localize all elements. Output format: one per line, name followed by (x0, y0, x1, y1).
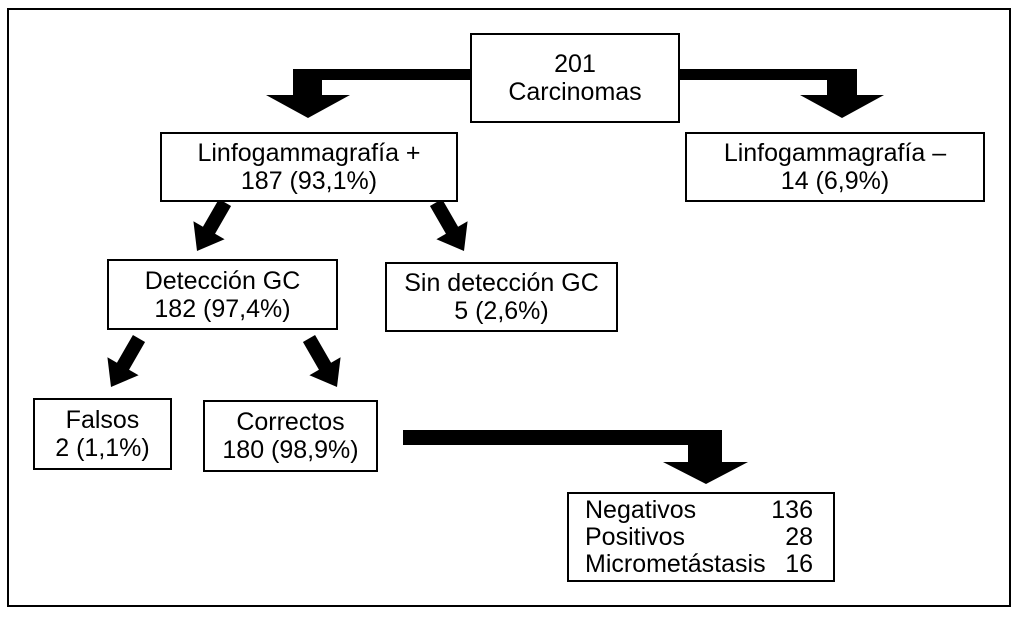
result-negativos-value: 136 (771, 496, 813, 524)
table-row: Micrometástasis 16 (585, 551, 813, 578)
node-correctos-count: 180 (98,9%) (222, 436, 359, 464)
arrow-carcinomas-to-linfo-pos-icon (266, 69, 470, 118)
node-linfo-pos-label: Linfogammagrafía + (197, 139, 421, 167)
arrow-linfo-pos-to-sin-deteccion-icon (429, 199, 468, 251)
result-micrometastasis-label: Micrometástasis (585, 550, 766, 578)
node-carcinomas-label: Carcinomas (508, 78, 642, 106)
result-micrometastasis-value: 16 (785, 550, 813, 578)
node-falsos-count: 2 (1,1%) (55, 434, 150, 462)
node-resultados-table: Negativos 136 Positivos 28 Micrometástas… (567, 492, 835, 582)
node-deteccion-gc: Detección GC 182 (97,4%) (107, 259, 338, 330)
node-sin-deteccion-label: Sin detección GC (404, 269, 599, 297)
node-deteccion-label: Detección GC (144, 266, 301, 295)
result-positivos-label: Positivos (585, 523, 686, 551)
result-negativos-label: Negativos (585, 496, 697, 524)
node-linfo-neg-label: Linfogammagrafía – (723, 139, 947, 167)
arrow-deteccion-to-correctos-icon (302, 335, 341, 387)
result-positivos-value: 28 (785, 523, 813, 551)
node-carcinomas: 201 Carcinomas (470, 33, 680, 123)
table-row: Positivos 28 (585, 524, 813, 551)
node-linfo-pos-count: 187 (93,1%) (240, 167, 378, 195)
node-falsos: Falsos 2 (1,1%) (33, 398, 172, 470)
node-correctos: Correctos 180 (98,9%) (203, 400, 378, 472)
node-linfogammagrafia-positive: Linfogammagrafía + 187 (93,1%) (160, 132, 458, 202)
node-falsos-label: Falsos (65, 406, 140, 434)
arrow-carcinomas-to-linfo-neg-icon (680, 69, 884, 118)
node-carcinomas-count: 201 (554, 50, 596, 78)
node-sin-deteccion-count: 5 (2,6%) (454, 297, 549, 325)
node-linfo-neg-count: 14 (6,9%) (780, 167, 890, 195)
outer-border (7, 8, 1011, 607)
node-sin-deteccion-gc: Sin detección GC 5 (2,6%) (385, 262, 618, 332)
arrow-correctos-to-resultados-icon (403, 430, 748, 484)
table-row: Negativos 136 (585, 497, 813, 524)
arrow-deteccion-to-falsos-icon (107, 335, 146, 387)
arrow-linfo-pos-to-deteccion-icon (193, 199, 232, 251)
node-correctos-label: Correctos (236, 408, 345, 436)
node-deteccion-count: 182 (97,4%) (154, 294, 291, 323)
node-linfogammagrafia-negative: Linfogammagrafía – 14 (6,9%) (685, 132, 985, 202)
